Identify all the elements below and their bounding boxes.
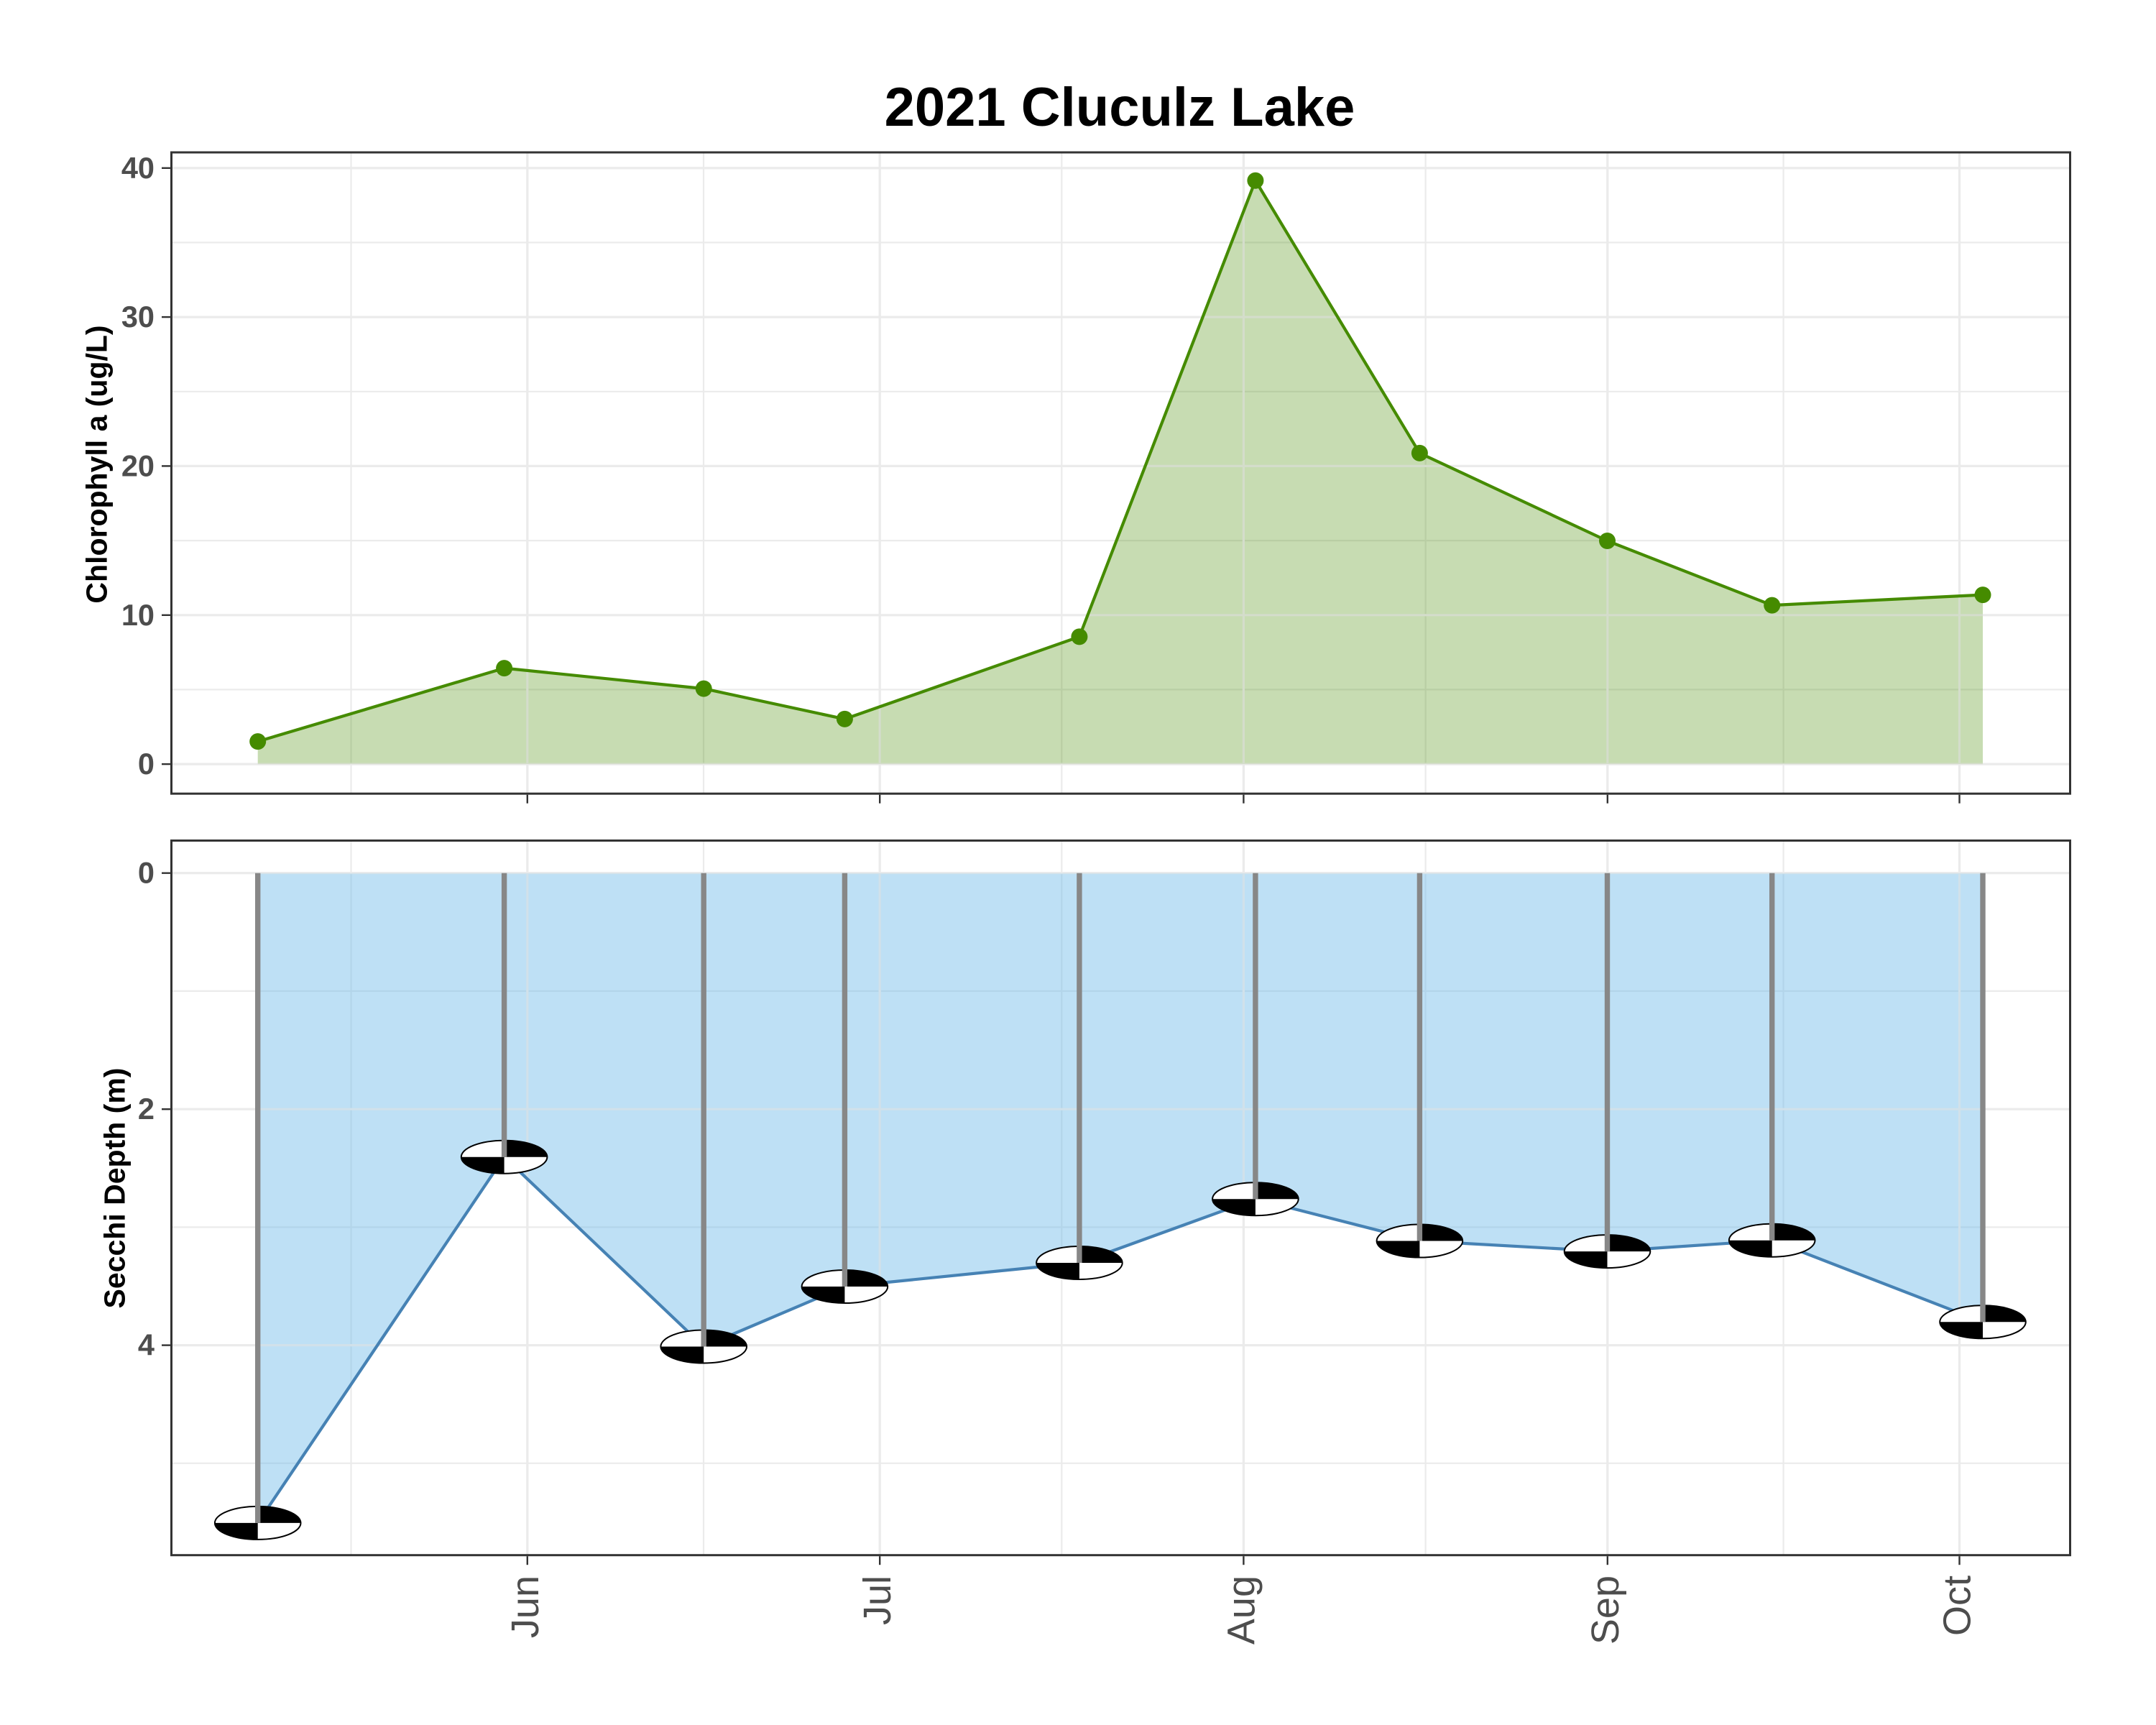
svg-text:Secchi Depth (m): Secchi Depth (m) — [98, 1068, 131, 1309]
svg-text:4: 4 — [138, 1328, 155, 1362]
svg-text:Jun: Jun — [504, 1576, 547, 1638]
svg-text:Sep: Sep — [1584, 1576, 1627, 1644]
svg-text:0: 0 — [138, 856, 155, 890]
svg-text:30: 30 — [121, 300, 155, 334]
svg-text:0: 0 — [138, 747, 155, 781]
svg-text:2021 Cluculz Lake: 2021 Cluculz Lake — [885, 77, 1355, 138]
svg-text:10: 10 — [121, 598, 155, 632]
svg-text:Chlorophyll a (ug/L): Chlorophyll a (ug/L) — [80, 325, 114, 603]
svg-text:Jul: Jul — [856, 1576, 899, 1625]
svg-text:40: 40 — [121, 151, 155, 185]
svg-text:2: 2 — [138, 1092, 155, 1126]
svg-text:Aug: Aug — [1220, 1576, 1263, 1644]
svg-text:20: 20 — [121, 448, 155, 482]
svg-text:Oct: Oct — [1936, 1576, 1979, 1636]
